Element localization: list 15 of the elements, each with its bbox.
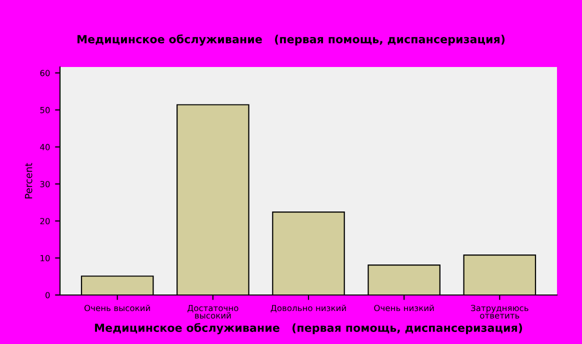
x-tick-label: Очень низкий (374, 304, 434, 312)
y-tick-label: 20 (40, 218, 50, 224)
y-tick-label: 30 (40, 180, 50, 188)
y-tick-label: 10 (40, 254, 50, 262)
y-tick-label: 60 (40, 70, 50, 76)
x-tick-label: Достаточно высокий (188, 304, 238, 319)
chart-title: Медицинское обслуживание (первая помощь, диспансеризация) (78, 34, 505, 46)
y-tick-label: 50 (40, 106, 50, 114)
x-axis-title: Медицинское обслуживание (первая помощь, диспансеризация) (95, 322, 522, 334)
x-tick-label: Довольно низкий (270, 304, 346, 312)
x-tick-label: Затрудняюсь ответить (471, 304, 528, 319)
x-tick-label: Очень высокий (84, 304, 150, 312)
y-tick-label: 0 (46, 292, 50, 298)
y-tick-label: 40 (40, 144, 50, 150)
y-axis-title: Percent (25, 162, 32, 198)
